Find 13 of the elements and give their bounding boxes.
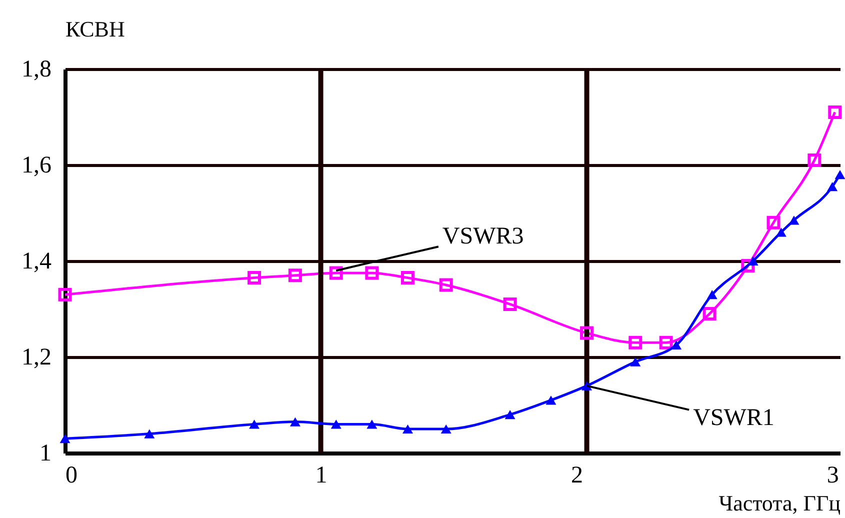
y-axis-title: КСВН (66, 16, 125, 42)
annotation: VSWR1 (693, 404, 774, 431)
y-tick-label: 1,4 (22, 248, 52, 274)
y-tick-label: 1,6 (22, 152, 52, 178)
x-axis-title: Частота, ГГц (718, 490, 841, 516)
x-tick-label: 1 (315, 462, 328, 488)
x-tick-label: 0 (66, 462, 78, 488)
y-tick-label: 1 (40, 440, 52, 466)
x-tick-label: 3 (826, 462, 839, 488)
y-tick-label: 1,2 (22, 344, 52, 370)
x-tick-label: 2 (571, 462, 584, 488)
y-tick-label: 1,8 (22, 56, 52, 82)
annotation: VSWR3 (442, 224, 524, 250)
